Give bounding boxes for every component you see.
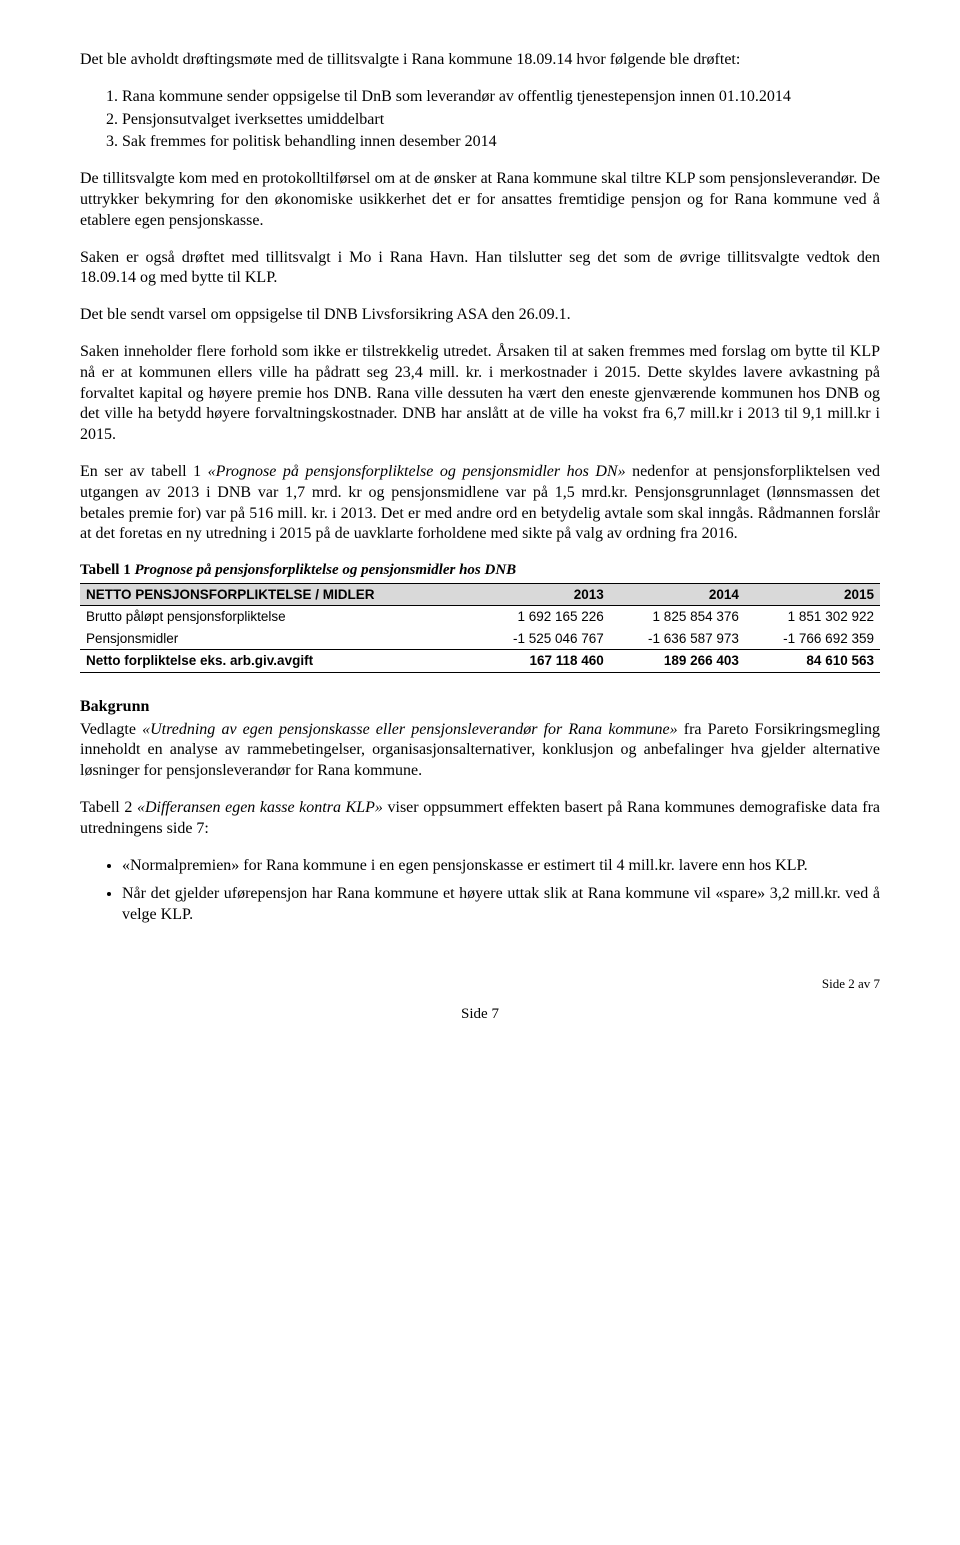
body-paragraph: En ser av tabell 1 «Prognose på pensjons… <box>80 462 880 545</box>
table-cell: 1 692 165 226 <box>475 606 610 628</box>
table-cell: -1 525 046 767 <box>475 628 610 650</box>
caption-italic: Prognose på pensjonsforpliktelse og pens… <box>134 562 516 578</box>
body-paragraph: Saken er også drøftet med tillitsvalgt i… <box>80 248 880 290</box>
footer-page-center: Side 7 <box>80 1005 880 1025</box>
italic-title: «Differansen egen kasse kontra KLP» <box>137 799 383 816</box>
table-header-cell: 2014 <box>610 583 745 606</box>
list-item: «Normalpremien» for Rana kommune i en eg… <box>122 856 880 877</box>
document-page: Det ble avholdt drøftingsmøte med de til… <box>0 0 960 1064</box>
section-heading-bakgrunn: Bakgrunn <box>80 697 880 718</box>
text-fragment: Vedlagte <box>80 721 142 738</box>
body-paragraph: Vedlagte «Utredning av egen pensjonskass… <box>80 720 880 782</box>
body-paragraph: Saken inneholder flere forhold som ikke … <box>80 342 880 446</box>
table-caption: Tabell 1 Prognose på pensjonsforpliktels… <box>80 561 880 581</box>
table-cell: 1 851 302 922 <box>745 606 880 628</box>
table-cell: Netto forpliktelse eks. arb.giv.avgift <box>80 650 475 673</box>
footer-page-right: Side 2 av 7 <box>80 976 880 993</box>
text-fragment: Tabell 2 <box>80 799 137 816</box>
table-cell: Pensjonsmidler <box>80 628 475 650</box>
list-item: Sak fremmes for politisk behandling inne… <box>122 132 880 153</box>
table-cell: 189 266 403 <box>610 650 745 673</box>
table-header-cell: 2015 <box>745 583 880 606</box>
text-fragment: En ser av tabell 1 <box>80 463 208 480</box>
table-net-row: Netto forpliktelse eks. arb.giv.avgift 1… <box>80 650 880 673</box>
table-cell: 84 610 563 <box>745 650 880 673</box>
list-item: Når det gjelder uførepensjon har Rana ko… <box>122 884 880 926</box>
intro-paragraph: Det ble avholdt drøftingsmøte med de til… <box>80 50 880 71</box>
table-cell: -1 766 692 359 <box>745 628 880 650</box>
table-row: Pensjonsmidler -1 525 046 767 -1 636 587… <box>80 628 880 650</box>
numbered-list: Rana kommune sender oppsigelse til DnB s… <box>80 87 880 153</box>
body-paragraph: Det ble sendt varsel om oppsigelse til D… <box>80 305 880 326</box>
body-paragraph: De tillitsvalgte kom med en protokolltil… <box>80 169 880 231</box>
table-cell: Brutto påløpt pensjonsforpliktelse <box>80 606 475 628</box>
table-header-row: NETTO PENSJONSFORPLIKTELSE / MIDLER 2013… <box>80 583 880 606</box>
body-paragraph: Tabell 2 «Differansen egen kasse kontra … <box>80 798 880 840</box>
list-item: Rana kommune sender oppsigelse til DnB s… <box>122 87 880 108</box>
italic-title: «Utredning av egen pensjonskasse eller p… <box>142 721 678 738</box>
table-cell: 167 118 460 <box>475 650 610 673</box>
caption-lead: Tabell 1 <box>80 562 134 578</box>
italic-title: «Prognose på pensjonsforpliktelse og pen… <box>208 463 626 480</box>
table-header-cell: NETTO PENSJONSFORPLIKTELSE / MIDLER <box>80 583 475 606</box>
bullet-list: «Normalpremien» for Rana kommune i en eg… <box>80 856 880 926</box>
table-cell: -1 636 587 973 <box>610 628 745 650</box>
table-row: Brutto påløpt pensjonsforpliktelse 1 692… <box>80 606 880 628</box>
table-header-cell: 2013 <box>475 583 610 606</box>
table-cell: 1 825 854 376 <box>610 606 745 628</box>
list-item: Pensjonsutvalget iverksettes umiddelbart <box>122 110 880 131</box>
pension-table: NETTO PENSJONSFORPLIKTELSE / MIDLER 2013… <box>80 583 880 673</box>
